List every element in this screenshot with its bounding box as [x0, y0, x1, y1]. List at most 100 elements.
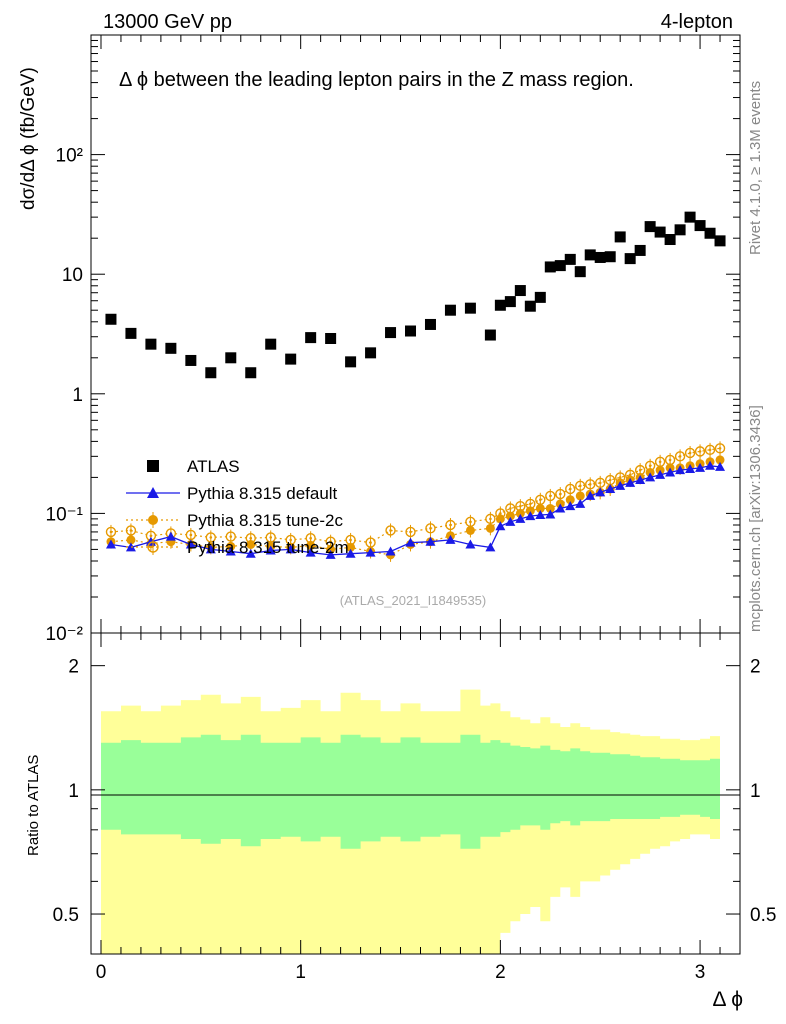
data-point — [495, 514, 505, 524]
data-point — [345, 356, 357, 368]
legend-item: ATLAS — [147, 457, 240, 476]
data-point-center — [548, 494, 552, 498]
data-point — [575, 498, 586, 508]
data-point-center — [708, 448, 712, 452]
data-point — [694, 446, 706, 457]
data-point — [654, 226, 666, 238]
legend-marker — [148, 515, 158, 525]
y-tick-label: 1 — [72, 385, 83, 406]
data-point-center — [678, 455, 682, 458]
data-point — [524, 300, 536, 312]
data-point — [125, 542, 136, 552]
data-point — [305, 332, 317, 344]
header-process-label: 4-lepton — [661, 11, 733, 33]
data-point — [385, 327, 397, 339]
data-point — [605, 483, 616, 493]
main-axis-ticks — [91, 35, 740, 634]
legend-item: Pythia 8.315 tune-2m — [126, 538, 349, 557]
data-point-center — [598, 481, 602, 485]
data-point — [365, 347, 377, 359]
data-point — [485, 523, 495, 533]
data-point — [614, 231, 626, 243]
data-point — [444, 304, 456, 316]
data-point — [584, 249, 596, 261]
data-point — [625, 477, 636, 487]
data-point — [624, 253, 636, 265]
series-atlas — [105, 211, 726, 379]
data-point — [585, 490, 596, 500]
data-point — [326, 544, 336, 554]
data-point — [484, 329, 496, 341]
data-point — [365, 547, 376, 557]
data-point-center — [369, 541, 372, 544]
data-point-center — [688, 451, 692, 455]
ratio-tick-label-right: 2 — [750, 657, 761, 678]
data-point-center — [539, 498, 542, 502]
data-point — [515, 513, 526, 523]
data-point — [505, 516, 516, 526]
data-point — [205, 367, 217, 379]
data-point-center — [289, 538, 292, 542]
data-point — [665, 467, 676, 477]
x-axis-label: Δ ϕ — [713, 988, 743, 1011]
data-point-center — [269, 536, 273, 539]
data-point — [465, 525, 475, 535]
data-point — [495, 521, 506, 531]
data-point — [105, 539, 116, 549]
data-point-center — [349, 538, 352, 542]
data-point — [714, 443, 726, 454]
x-tick-label: 1 — [295, 962, 306, 983]
data-point-center — [658, 460, 662, 464]
data-point — [544, 261, 556, 273]
data-point — [494, 299, 506, 311]
series-pythia-8-315-default — [105, 460, 726, 559]
ratio-plot-panel: 0.5 0.5 1 1 2 2 0 1 2 3 — [53, 632, 777, 983]
ratio-y-tick-labels: 0.5 0.5 1 1 2 2 — [53, 657, 777, 926]
data-point-center — [449, 523, 452, 527]
data-point — [385, 525, 396, 536]
data-point — [165, 531, 176, 541]
x-tick-label: 2 — [495, 962, 506, 983]
data-point — [535, 503, 545, 513]
data-point — [325, 549, 336, 559]
data-point — [604, 251, 616, 263]
data-point — [695, 462, 706, 472]
x-tick-label: 3 — [695, 962, 706, 983]
data-point — [505, 511, 515, 521]
data-point-center — [519, 504, 522, 508]
data-point — [285, 353, 297, 365]
x-tick-labels: 0 1 2 3 — [96, 962, 706, 983]
data-point-center — [409, 530, 412, 534]
data-point — [285, 544, 296, 554]
data-point-center — [329, 540, 332, 543]
data-point — [574, 266, 586, 278]
data-point — [565, 495, 575, 505]
data-point — [225, 352, 237, 364]
y-tick-label: 10⁻¹ — [46, 504, 84, 525]
data-point — [305, 547, 316, 557]
data-point — [575, 491, 585, 501]
data-point-center — [558, 492, 562, 496]
data-point — [554, 260, 566, 272]
data-point — [504, 296, 516, 308]
data-point — [684, 211, 696, 223]
data-point — [405, 526, 416, 538]
data-point-center — [469, 520, 472, 524]
ratio-tick-label: 0.5 — [53, 905, 79, 926]
data-point — [306, 540, 316, 550]
data-point — [345, 548, 356, 558]
y-tick-label: 10 — [62, 265, 83, 286]
x-tick-label: 0 — [96, 962, 107, 983]
ratio-tick-label-right: 1 — [750, 781, 761, 802]
legend-marker — [147, 460, 159, 472]
data-point — [655, 469, 666, 479]
data-point — [185, 539, 196, 549]
data-point — [635, 475, 646, 485]
data-point — [525, 506, 535, 516]
data-point — [545, 503, 555, 513]
data-point — [644, 221, 656, 233]
data-point-center — [109, 530, 113, 534]
main-series-group — [105, 211, 726, 562]
data-point-center — [718, 447, 722, 450]
